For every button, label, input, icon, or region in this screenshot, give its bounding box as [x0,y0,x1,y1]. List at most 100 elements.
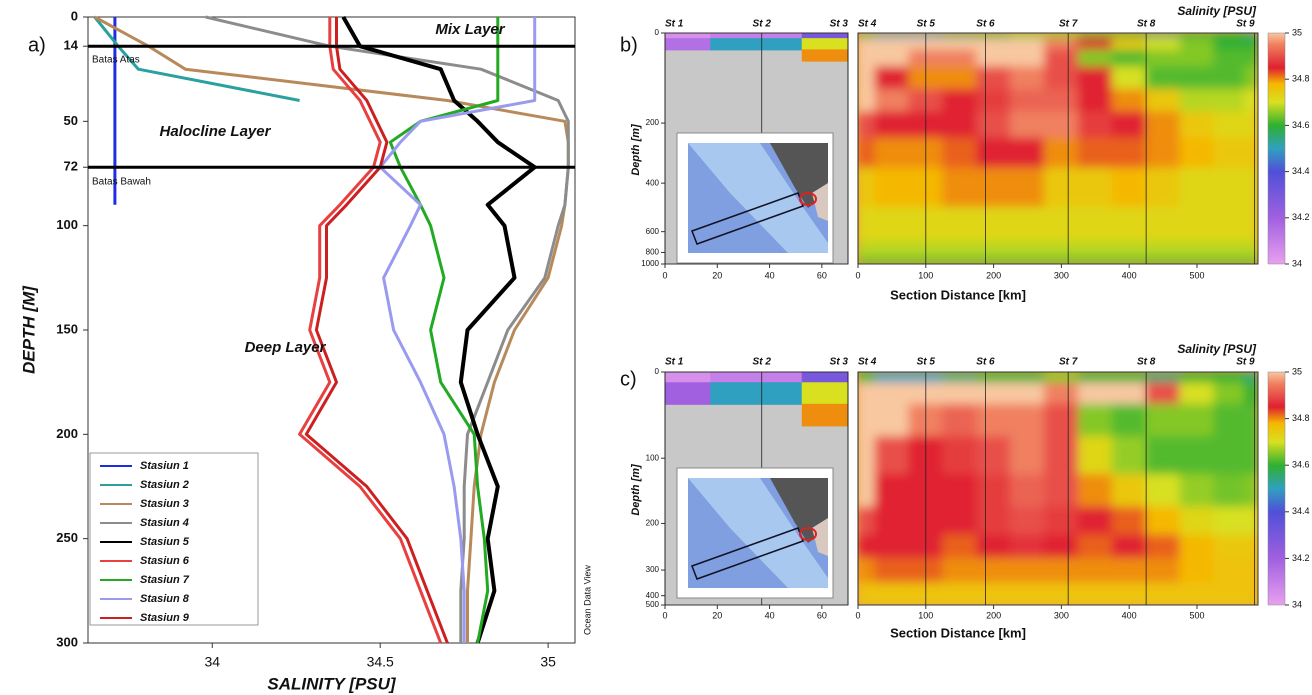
salinity-cell [1044,138,1079,169]
salinity-cell [1112,474,1147,508]
salinity-cell [1146,474,1181,508]
salinity-cell [942,168,977,208]
x-tick-label: 34 [204,654,220,670]
salinity-cell [1078,507,1113,536]
salinity-cell [1078,66,1113,90]
y-tick-label: 14 [64,38,79,53]
salinity-cell [1180,111,1215,138]
salinity-cell [1180,38,1215,50]
salinity-cell [858,404,876,437]
salinity-cell [942,372,977,384]
y-tick-label: 250 [56,530,78,545]
salinity-cell [1044,382,1079,405]
salinity-cell [1044,49,1079,67]
salinity-cell [1112,168,1147,208]
salinity-cell [1010,207,1045,243]
salinity-cell [942,582,977,600]
colorbar-tick-label: 34 [1292,258,1302,268]
salinity-cell [1078,138,1113,169]
x-tick-label: 300 [1054,610,1069,620]
salinity-cell [1010,474,1045,508]
salinity-cell [1112,111,1147,138]
y-tick-label: 400 [646,178,660,187]
salinity-cell [1213,372,1245,384]
salinity-cell [1010,535,1045,559]
colorbar-tick-label: 35 [1292,366,1302,376]
y-tick-label: 300 [646,565,660,574]
salinity-cell [874,535,909,559]
salinity-cell [976,89,1011,113]
salinity-cell [1112,382,1147,405]
annotation: Batas Bawah [92,177,151,188]
salinity-cell [874,49,909,67]
x-tick-label: 400 [1122,270,1137,280]
salinity-cell [858,89,876,113]
y-tick-label: 150 [56,321,78,336]
salinity-cell [942,89,977,113]
station-label: St 4 [858,357,877,368]
salinity-cell [1213,474,1245,508]
salinity-cell [1044,89,1079,113]
salinity-cell [1044,507,1079,536]
x-tick-label: 0 [662,270,667,280]
salinity-cell [665,372,712,384]
salinity-cell [1078,111,1113,138]
salinity-cell [1244,138,1259,169]
salinity-cell [858,207,876,243]
station-label: St 1 [665,357,684,368]
salinity-cell [942,474,977,508]
legend-label: Stasiun 4 [140,517,189,529]
salinity-cell [1010,138,1045,169]
x-tick-label: 400 [1122,610,1137,620]
salinity-cell [1146,111,1181,138]
salinity-cell [976,558,1011,583]
salinity-cell [1078,558,1113,583]
salinity-cell [1078,436,1113,475]
page: {"chart_data": [ {"type": "line", "panel… [0,0,1312,695]
salinity-cell [976,382,1011,405]
salinity-cell [1213,404,1245,437]
salinity-cell [874,382,909,405]
salinity-cell [1244,111,1259,138]
salinity-cell [1146,242,1181,259]
salinity-cell [874,38,909,50]
salinity-cell [858,558,876,583]
salinity-cell [1244,582,1259,600]
salinity-cell [1146,372,1181,384]
y-tick-label: 100 [646,453,660,462]
legend-label: Stasiun 3 [140,498,189,510]
salinity-cell [874,111,909,138]
inset-map [677,468,833,598]
salinity-cell [942,535,977,559]
salinity-cell [1112,372,1147,384]
y-tick-label: 100 [56,217,78,232]
station-label: St 9 [1236,357,1255,368]
salinity-cell [942,49,977,67]
watermark: Ocean Data View [582,565,592,635]
salinity-cell [874,507,909,536]
salinity-cell [1112,582,1147,600]
salinity-cell [665,38,712,50]
colorbar-tick-label: 34.2 [1292,553,1310,563]
salinity-cell [942,66,977,90]
salinity-cell [976,507,1011,536]
annotation: Halocline Layer [160,123,272,140]
salinity-cell [1180,582,1215,600]
salinity-cell [1044,535,1079,559]
salinity-cell [858,474,876,508]
salinity-cell [1078,207,1113,243]
salinity-cell [1044,474,1079,508]
x-axis-label: Section Distance [km] [890,287,1026,302]
salinity-cell [1180,89,1215,113]
salinity-cell [1180,168,1215,208]
profile-line [306,17,447,643]
salinity-cell [1180,49,1215,67]
salinity-cell [1112,558,1147,583]
x-tick-label: 0 [855,610,860,620]
salinity-cell [1078,535,1113,559]
salinity-cell [1112,535,1147,559]
salinity-cell [1078,38,1113,50]
salinity-cell [1044,66,1079,90]
salinity-cell [976,582,1011,600]
salinity-cell [1078,474,1113,508]
